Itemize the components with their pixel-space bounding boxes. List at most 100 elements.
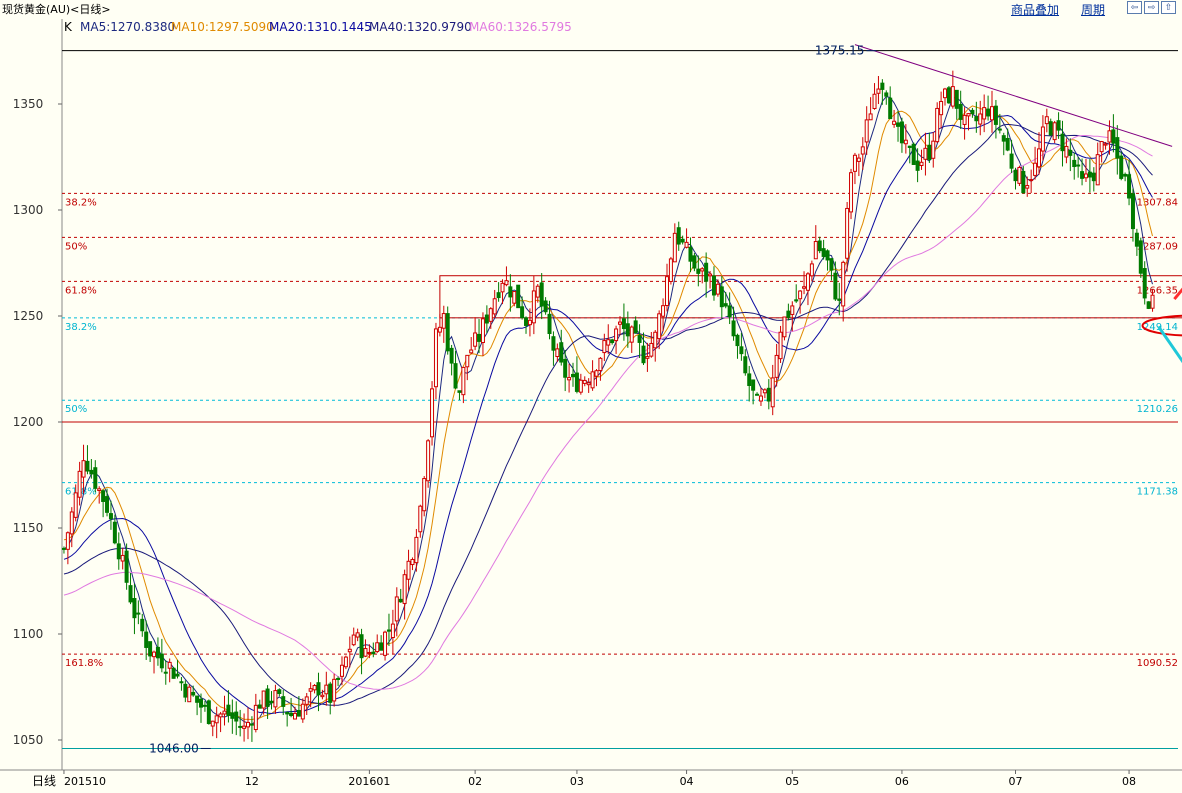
fib-lower-left-label: 38.2% xyxy=(65,322,97,333)
candle-body xyxy=(1107,130,1112,143)
candle-body xyxy=(484,314,489,324)
candle-body xyxy=(120,554,125,562)
y-tick-label: 1350 xyxy=(13,97,44,111)
candle-body xyxy=(199,698,204,708)
nav-up-button[interactable]: ⇧ xyxy=(1161,1,1176,14)
candle-body xyxy=(986,108,991,117)
candle-body xyxy=(402,574,407,604)
candle-body xyxy=(1127,174,1132,199)
candle-body xyxy=(997,128,1002,131)
fib-lower-left-label: 50% xyxy=(65,404,87,415)
candles xyxy=(61,70,1155,742)
candle-body xyxy=(465,354,470,368)
candle-body xyxy=(394,596,399,622)
ma-line-60 xyxy=(63,135,1153,690)
candle-body xyxy=(500,282,505,293)
candle-body xyxy=(261,690,266,709)
candle-body xyxy=(441,313,446,329)
candle-body xyxy=(954,89,959,109)
period-link[interactable]: 周期 xyxy=(1081,3,1106,17)
candle-body xyxy=(1076,164,1081,167)
candle-body xyxy=(809,263,814,277)
candle-body xyxy=(586,382,591,386)
candle-body xyxy=(637,335,642,343)
candle-body xyxy=(739,346,744,355)
axes: 1050 1100 1150 1200 1250 1300 1350 日线 201510 12 20… xyxy=(0,19,1182,788)
candle-body xyxy=(265,688,270,707)
candle-body xyxy=(1130,193,1135,230)
candle-body xyxy=(1103,143,1108,146)
candle-body xyxy=(65,532,70,550)
candle-body xyxy=(531,290,536,324)
x-tick-label: 04 xyxy=(680,775,694,788)
candle-body xyxy=(383,631,388,656)
candle-body xyxy=(790,305,795,315)
candle-body xyxy=(747,373,752,386)
fib-lower-right-label: 1171.38 xyxy=(1137,487,1178,498)
candle-body xyxy=(1111,129,1116,144)
candle-body xyxy=(1029,179,1034,182)
candle-body xyxy=(618,321,622,325)
candle-body xyxy=(512,291,517,304)
candle-body xyxy=(453,363,458,389)
fib-upper-left-label: 61.8% xyxy=(65,285,97,296)
candle-body xyxy=(923,147,928,160)
candle-body xyxy=(1095,154,1100,186)
candle-body xyxy=(539,282,544,307)
candle-body xyxy=(715,283,720,295)
x-tick-label: 03 xyxy=(570,775,584,788)
candle-body xyxy=(1036,148,1041,168)
candle-body xyxy=(179,681,184,684)
candle-body xyxy=(202,704,207,707)
candle-body xyxy=(336,677,341,680)
candle-body xyxy=(962,114,967,125)
candle-body xyxy=(155,646,160,659)
candle-body xyxy=(629,326,634,343)
candle-body xyxy=(214,715,219,724)
candle-body xyxy=(903,139,908,145)
candle-body xyxy=(242,725,247,729)
candle-body xyxy=(277,689,282,694)
candle-body xyxy=(1056,120,1061,131)
candle-body xyxy=(316,682,321,696)
fib-upper-left-label: 161.8% xyxy=(65,658,103,669)
title-bar: 现货黄金(AU)<日线> 商品叠加 周期 ⇦ ⇨ ⇧ xyxy=(0,0,1182,18)
fib-upper-left-label: 50% xyxy=(65,241,87,252)
candle-body xyxy=(136,612,141,615)
candle-body xyxy=(1072,159,1077,168)
candle-body xyxy=(594,370,599,377)
nav-left-button[interactable]: ⇦ xyxy=(1127,1,1142,14)
nav-right-button[interactable]: ⇨ xyxy=(1144,1,1159,14)
candle-body xyxy=(598,357,603,372)
candle-body xyxy=(982,107,987,120)
candle-body xyxy=(582,379,587,384)
candle-body xyxy=(108,513,113,520)
candle-body xyxy=(782,316,787,338)
y-tick-label: 1200 xyxy=(13,415,44,429)
candle-body xyxy=(77,470,82,498)
candle-body xyxy=(829,258,834,271)
candle-body xyxy=(1048,121,1053,136)
candle-body xyxy=(856,157,861,162)
candle-body xyxy=(664,276,669,306)
overlay-link[interactable]: 商品叠加 xyxy=(1011,3,1060,17)
candle-body xyxy=(1083,173,1088,179)
candle-body xyxy=(296,709,301,717)
candle-body xyxy=(880,82,885,90)
candle-body xyxy=(112,521,117,544)
candle-body xyxy=(1025,185,1030,189)
candle-body xyxy=(445,313,450,352)
candle-body xyxy=(950,86,955,107)
candle-body xyxy=(437,326,442,333)
candle-body xyxy=(386,629,391,632)
candle-body xyxy=(692,255,697,269)
annotations: 1375.15 1046.00 xyxy=(149,44,1182,755)
fib-upper-right-label: 1090.52 xyxy=(1137,658,1178,669)
candle-body xyxy=(430,388,435,438)
candle-body xyxy=(300,703,305,720)
candle-body xyxy=(343,656,348,668)
candle-body xyxy=(700,268,705,272)
candle-body xyxy=(379,642,384,651)
candle-body xyxy=(1001,135,1006,142)
